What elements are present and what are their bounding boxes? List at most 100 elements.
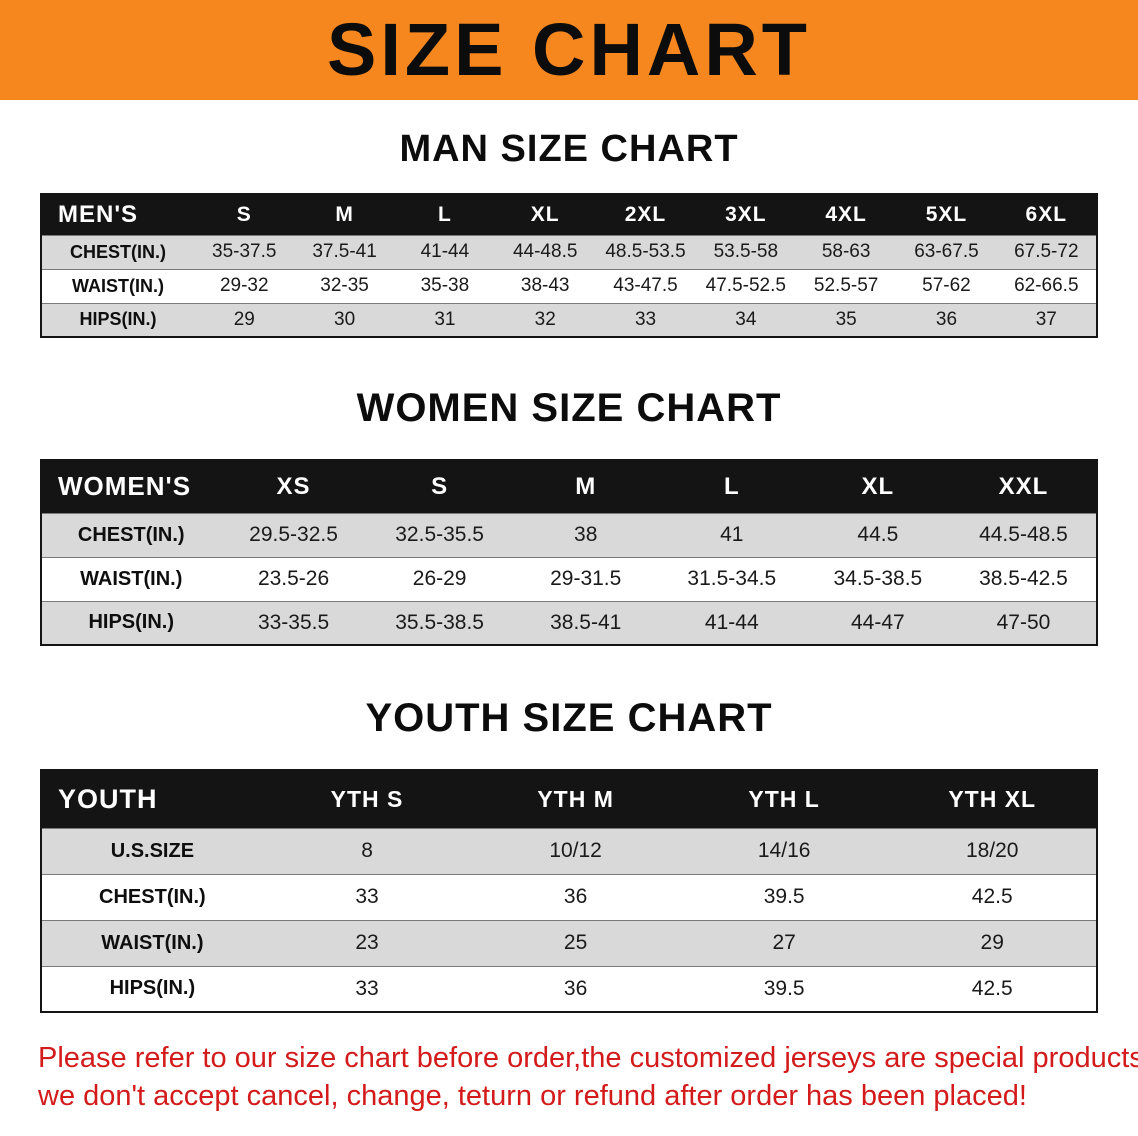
column-header: L — [658, 460, 805, 513]
table-title-cell: WOMEN'S — [41, 460, 221, 513]
table-row: U.S.SIZE 8 10/12 14/16 18/20 — [41, 828, 1097, 874]
column-header: YTH L — [679, 770, 889, 828]
column-header: M — [512, 460, 659, 513]
size-value: 38.5-41 — [550, 610, 622, 634]
size-value: 47-50 — [996, 610, 1051, 634]
row-label: HIPS(IN.) — [88, 611, 175, 634]
table-header-row: WOMEN'S XS S M L XL XXL — [41, 460, 1097, 513]
size-value: 63-67.5 — [914, 241, 979, 262]
size-value: 57-62 — [922, 275, 971, 296]
size-value: 35.5-38.5 — [395, 610, 484, 634]
size-value: 62-66.5 — [1014, 275, 1079, 296]
youth-section-heading: YOUTH SIZE CHART — [365, 696, 773, 740]
women-size-section: WOMEN SIZE CHART WOMEN'S XS S M L XL XXL CHEST(… — [0, 386, 1138, 646]
size-value: 29-31.5 — [550, 567, 622, 590]
row-label: CHEST(IN.) — [77, 523, 185, 546]
size-value: 47.5-52.5 — [705, 275, 786, 296]
size-value: 25 — [563, 931, 588, 954]
disclaimer-text: Please refer to our size chart before or… — [38, 1039, 1138, 1116]
size-value: 35-37.5 — [212, 241, 277, 262]
size-value: 42.5 — [971, 885, 1013, 908]
size-value: 39.5 — [763, 885, 805, 908]
column-header: XL — [495, 194, 596, 235]
size-value: 35-38 — [420, 275, 470, 296]
table-title-cell: MEN'S — [41, 194, 195, 235]
banner-title: SIZE CHART — [327, 8, 811, 91]
size-value: 36 — [563, 885, 588, 908]
size-value: 43-47.5 — [613, 275, 678, 296]
column-header: YTH XL — [888, 770, 1097, 828]
size-value: 32-35 — [320, 275, 369, 296]
size-value: 33 — [355, 976, 379, 1000]
row-label: HIPS(IN.) — [109, 977, 196, 1000]
column-header: S — [366, 460, 513, 513]
size-value: 18/20 — [965, 839, 1019, 862]
size-value: 29.5-32.5 — [249, 523, 338, 546]
size-value: 29 — [233, 308, 255, 330]
table-header-row: YOUTH YTH S YTH M YTH L YTH XL — [41, 770, 1097, 828]
men-section-heading: MAN SIZE CHART — [399, 128, 739, 170]
size-value: 35 — [835, 308, 857, 330]
size-value: 29 — [980, 931, 1004, 954]
column-header: XL — [804, 460, 951, 513]
women-section-heading: WOMEN SIZE CHART — [356, 386, 782, 430]
size-value: 34.5-38.5 — [833, 567, 923, 590]
size-value: 38-43 — [520, 275, 570, 296]
table-row: CHEST(IN.) 33 36 39.5 42.5 — [41, 874, 1097, 920]
size-value: 39.5 — [763, 976, 805, 1000]
table-row: HIPS(IN.) 29 30 31 32 33 34 35 36 37 — [41, 303, 1097, 337]
column-header: 4XL — [795, 194, 897, 235]
column-header: XXL — [950, 460, 1097, 513]
column-header: 3XL — [695, 194, 796, 235]
table-title-cell: YOUTH — [41, 770, 263, 828]
table-header-row: MEN'S S M L XL 2XL 3XL 4XL 5XL 6XL — [41, 194, 1097, 235]
column-header: 2XL — [595, 194, 696, 235]
table-row: CHEST(IN.) 35-37.5 37.5-41 41-44 44-48.5 48.5… — [41, 235, 1097, 269]
row-label: WAIST(IN.) — [101, 931, 204, 954]
column-header: L — [394, 194, 496, 235]
column-header: 6XL — [996, 194, 1097, 235]
size-value: 36 — [935, 308, 958, 330]
table-row: WAIST(IN.) 23 25 27 29 — [41, 920, 1097, 966]
size-value: 44.5-48.5 — [979, 523, 1068, 546]
row-label: WAIST(IN.) — [80, 567, 183, 590]
size-value: 27 — [772, 931, 796, 954]
column-header: YTH S — [262, 770, 472, 828]
women-size-table: WOMEN'S XS S M L XL XXL CHEST(IN.) 29.5-32.5 32.5… — [40, 459, 1098, 646]
size-value: 32 — [534, 308, 556, 330]
size-value: 38 — [574, 523, 598, 546]
column-header: 5XL — [896, 194, 997, 235]
row-label: CHEST(IN.) — [70, 241, 167, 262]
youth-size-section: YOUTH SIZE CHART YOUTH YTH S YTH M YTH L YTH… — [0, 696, 1138, 1013]
disclaimer-line-1: Please refer to our size chart before or… — [38, 1042, 1138, 1074]
size-value: 41 — [720, 523, 744, 546]
size-value: 38.5-42.5 — [979, 567, 1068, 590]
size-value: 53.5-58 — [713, 241, 779, 262]
table-row: WAIST(IN.) 29-32 32-35 35-38 38-43 43-47.5 47.… — [41, 269, 1097, 303]
size-value: 48.5-53.5 — [605, 241, 686, 262]
size-value: 10/12 — [549, 839, 602, 862]
youth-size-table: YOUTH YTH S YTH M YTH L YTH XL U.S.SIZE 8 10/12… — [40, 769, 1098, 1013]
row-label: WAIST(IN.) — [72, 275, 165, 296]
size-value: 52.5-57 — [813, 275, 879, 296]
size-value: 32.5-35.5 — [395, 523, 484, 546]
size-value: 8 — [361, 839, 373, 862]
column-header: M — [294, 194, 395, 235]
size-value: 58-63 — [821, 241, 871, 262]
row-label: U.S.SIZE — [110, 839, 195, 862]
size-value: 44-47 — [851, 610, 905, 634]
disclaimer-line-2: we don't accept cancel, change, teturn o… — [38, 1080, 1027, 1113]
size-value: 37 — [1035, 308, 1057, 330]
size-value: 23.5-26 — [257, 567, 330, 590]
size-value: 30 — [334, 308, 356, 330]
table-row: HIPS(IN.) 33 36 39.5 42.5 — [41, 966, 1097, 1012]
size-value: 67.5-72 — [1014, 241, 1079, 262]
men-size-section: MAN SIZE CHART MEN'S S M L XL 2XL 3XL 4XL 5XL 6XL… — [0, 128, 1138, 338]
size-value: 14/16 — [757, 839, 811, 862]
size-value: 33-35.5 — [257, 610, 330, 634]
table-row: HIPS(IN.) 33-35.5 35.5-38.5 38.5-41 41-44 44-… — [41, 601, 1097, 645]
column-header: YTH M — [471, 770, 680, 828]
size-value: 29-32 — [219, 275, 269, 296]
size-value: 36 — [563, 976, 588, 1000]
